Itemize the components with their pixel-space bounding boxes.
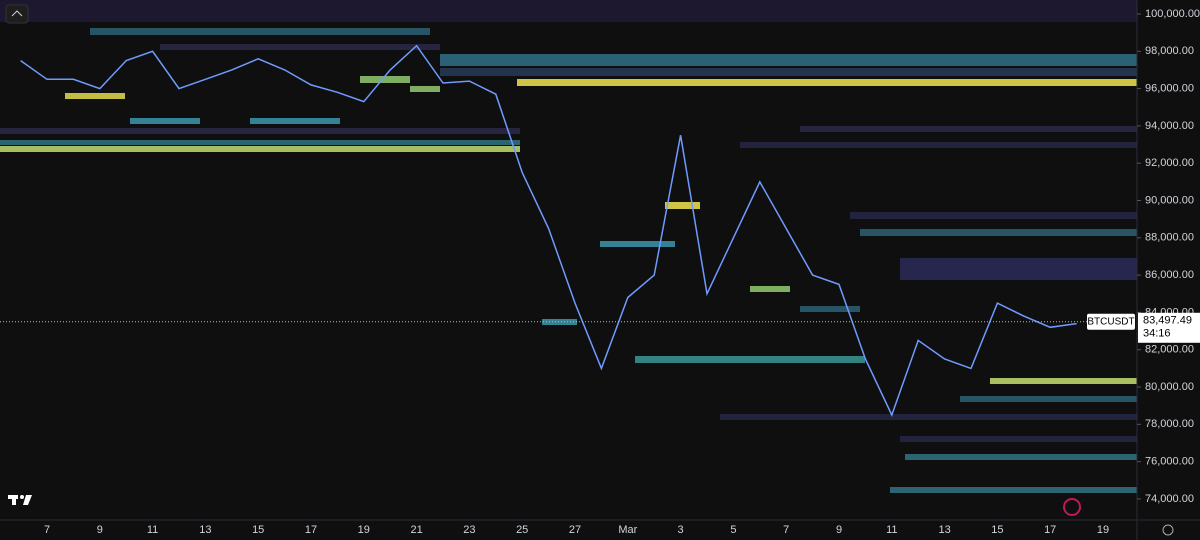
- price-tag-label: 83,497.49: [1143, 315, 1192, 327]
- x-tick-label: 17: [305, 524, 317, 536]
- x-tick-label: 9: [97, 524, 103, 536]
- y-tick-label: 76,000.00: [1145, 456, 1194, 468]
- x-tick-label: 17: [1044, 524, 1056, 536]
- x-tick-label: 19: [358, 524, 370, 536]
- symbol-tag: [1087, 313, 1135, 330]
- y-tick-label: 96,000.00: [1145, 83, 1194, 95]
- x-tick-label: 11: [886, 524, 897, 536]
- x-tick-label: 13: [199, 524, 211, 536]
- tv-logo: [8, 495, 32, 505]
- x-tick-label: Mar: [618, 524, 637, 536]
- y-tick-label: 82,000.00: [1145, 344, 1194, 356]
- x-tick-label: 11: [147, 524, 158, 536]
- y-tick-label: 98,000.00: [1145, 45, 1194, 57]
- settings-icon[interactable]: [1162, 524, 1174, 536]
- x-tick-label: 23: [463, 524, 475, 536]
- x-tick-label: 25: [516, 524, 528, 536]
- y-tick-label: 100,000.00: [1145, 8, 1200, 20]
- countdown-label: 34:16: [1143, 328, 1171, 340]
- y-tick-label: 74,000.00: [1145, 493, 1194, 505]
- price-line: [20, 44, 1077, 417]
- y-tick-label: 94,000.00: [1145, 120, 1194, 132]
- flash-icon[interactable]: [1063, 498, 1081, 516]
- collapse-button[interactable]: [5, 4, 29, 24]
- y-tick-label: 92,000.00: [1145, 157, 1194, 169]
- x-tick-label: 9: [836, 524, 842, 536]
- x-tick-label: 13: [938, 524, 950, 536]
- y-tick-label: 80,000.00: [1145, 381, 1194, 393]
- collapse-icon: [11, 10, 23, 17]
- x-tick-label: 15: [252, 524, 264, 536]
- x-tick-label: 21: [410, 524, 422, 536]
- x-tick-label: 7: [783, 524, 789, 536]
- y-tick-label: 86,000.00: [1145, 269, 1194, 281]
- y-tick-label: 78,000.00: [1145, 418, 1194, 430]
- x-tick-label: 19: [1097, 524, 1109, 536]
- x-tick-label: 5: [730, 524, 736, 536]
- x-tick-label: 15: [991, 524, 1003, 536]
- y-tick-label: 90,000.00: [1145, 194, 1194, 206]
- x-tick-label: 7: [44, 524, 50, 536]
- price-tag: [1138, 312, 1200, 343]
- heatmap: [0, 0, 1137, 493]
- y-tick-label: 88,000.00: [1145, 232, 1194, 244]
- x-tick-label: 27: [569, 524, 581, 536]
- symbol-label: BTCUSDT: [1087, 316, 1134, 327]
- x-tick-label: 3: [678, 524, 684, 536]
